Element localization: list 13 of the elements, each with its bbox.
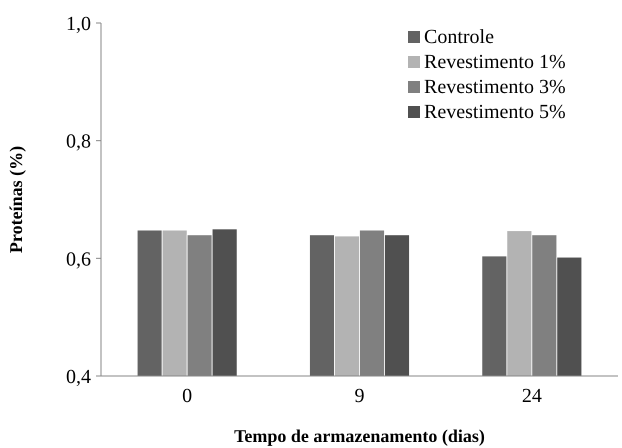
x-tick-label: 9 — [354, 385, 364, 407]
y-axis-title: Proteínas (%) — [6, 146, 26, 254]
y-tick-label: 1,0 — [66, 13, 91, 35]
y-tick-label: 0,8 — [66, 130, 91, 153]
y-tick-label: 0,6 — [66, 248, 91, 270]
x-tick-label: 24 — [522, 385, 542, 407]
x-axis-title: Tempo de armazenamento (dias) — [234, 426, 485, 446]
legend-label: Revestimento 5% — [424, 101, 566, 123]
y-tick-label: 0,4 — [66, 366, 91, 388]
legend-label: Revestimento 1% — [424, 51, 566, 73]
x-tick-label: 0 — [182, 385, 192, 407]
legend-label: Controle — [424, 26, 494, 48]
legend-label: Revestimento 3% — [424, 76, 566, 98]
